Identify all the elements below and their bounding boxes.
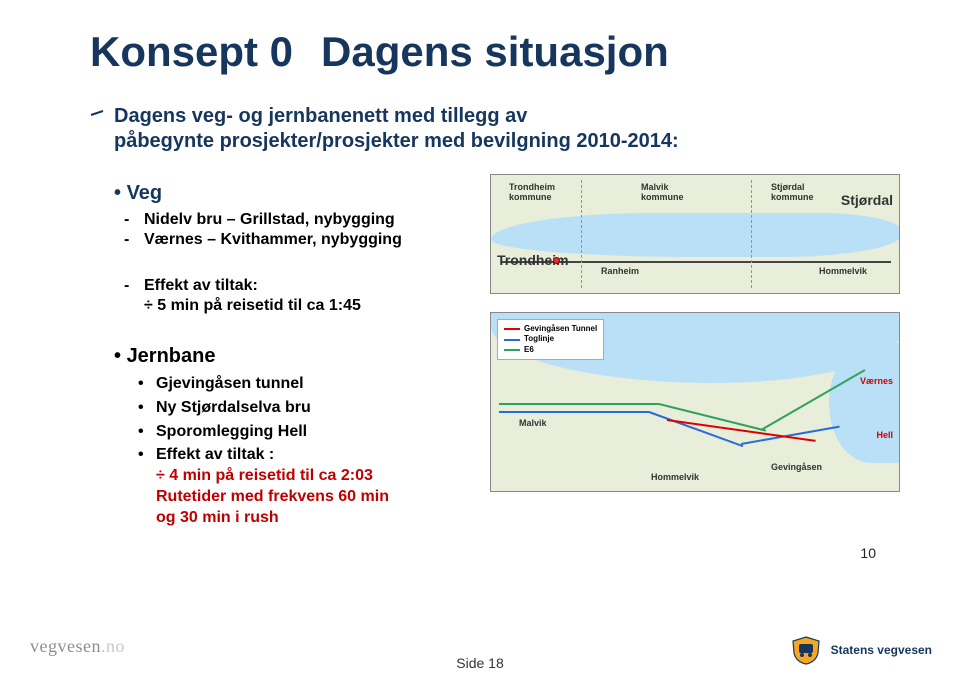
jernbane-item: •Ny Stjørdalselva bru	[138, 398, 460, 419]
shield-icon	[789, 635, 823, 665]
map1-malvik-kommune: Malvikkommune	[641, 183, 684, 203]
subtitle-line1: Dagens veg- og jernbanenett med tillegg …	[114, 104, 679, 129]
veg-heading: Veg	[127, 182, 163, 204]
jernbane-heading: Jernbane	[127, 345, 216, 367]
map2-vaernes: Værnes	[860, 377, 893, 387]
veg-effect-value: ÷ 5 min på reisetid til ca 1:45	[144, 297, 460, 315]
map2-hell: Hell	[876, 431, 893, 441]
detail-map: Gevingåsen Tunnel Toglinje E6 Malvik Hom…	[490, 312, 900, 492]
jernbane-effect-line1: ÷ 4 min på reisetid til ca 2:03	[156, 466, 389, 487]
slide-title: Konsept 0 Dagens situasjon	[90, 28, 910, 76]
map1-ranheim: Ranheim	[601, 267, 639, 277]
bullet-tick-icon	[90, 108, 104, 122]
jernbane-effect-label: Effekt av tiltak :	[156, 445, 389, 466]
page-number: Side 18	[456, 655, 503, 671]
jernbane-item: •Sporomlegging Hell	[138, 422, 460, 443]
vegvesen-brand: vegvesen.no	[30, 636, 125, 657]
overview-map: Trondheimkommune Malvikkommune Stjørdalk…	[490, 174, 900, 294]
jernbane-item: •Gjevingåsen tunnel	[138, 374, 460, 395]
veg-item: -Værnes – Kvithammer, nybygging	[124, 231, 460, 249]
map1-stjordal: Stjørdal	[841, 193, 893, 208]
veg-item: -Nidelv bru – Grillstad, nybygging	[124, 211, 460, 229]
slide-number: 10	[860, 545, 876, 561]
map1-stjordal-kommune: Stjørdalkommune	[771, 183, 814, 203]
map1-hommelvik: Hommelvik	[819, 267, 867, 277]
jernbane-effect: • Effekt av tiltak : ÷ 4 min på reisetid…	[138, 445, 460, 528]
title-right: Dagens situasjon	[321, 28, 669, 76]
statens-vegvesen-label: Statens vegvesen	[831, 643, 932, 657]
map2-gevingasen: Gevingåsen	[771, 463, 822, 473]
map2-legend: Gevingåsen Tunnel Toglinje E6	[497, 319, 604, 360]
footer: vegvesen.no Side 18 Statens vegvesen	[0, 619, 960, 679]
veg-effect-label: -Effekt av tiltak:	[124, 277, 460, 295]
jernbane-effect-line2: Rutetider med frekvens 60 min	[156, 487, 389, 508]
statens-vegvesen-logo: Statens vegvesen	[789, 635, 932, 665]
jernbane-effect-line3: og 30 min i rush	[156, 508, 389, 529]
map1-trondheim-kommune: Trondheimkommune	[509, 183, 555, 203]
map2-hommelvik: Hommelvik	[651, 473, 699, 483]
title-left: Konsept 0	[90, 28, 293, 76]
subtitle-line2: påbegynte prosjekter/prosjekter med bevi…	[114, 129, 679, 154]
map2-malvik: Malvik	[519, 419, 547, 429]
